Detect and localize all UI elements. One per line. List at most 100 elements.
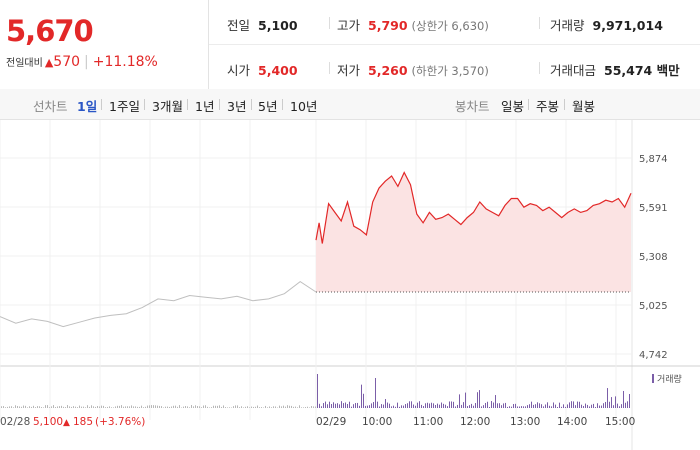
volume-bar xyxy=(457,404,458,408)
volume-bar xyxy=(131,405,132,408)
x-tick-label: 11:00 xyxy=(413,416,443,428)
volume-bar xyxy=(15,405,16,408)
divider xyxy=(564,99,565,110)
volume-bar xyxy=(455,406,456,408)
volume-bar xyxy=(21,406,22,408)
volume-bar xyxy=(175,405,176,408)
volume-bar xyxy=(169,406,170,408)
volume-bar xyxy=(147,405,148,408)
volume-bar xyxy=(325,401,326,408)
volume-bar xyxy=(521,406,522,408)
volume-bar xyxy=(99,406,100,408)
volume-bar xyxy=(79,405,80,408)
volume-bar xyxy=(13,407,14,408)
volume-bar xyxy=(549,405,550,408)
volume-bar xyxy=(111,407,112,408)
volume-bar xyxy=(381,404,382,408)
volume-bar xyxy=(377,401,378,408)
volume-bar xyxy=(617,403,618,408)
volume: 거래량 9,971,014 xyxy=(550,15,663,34)
volume-bar xyxy=(9,406,10,408)
candle-chart-title: 봉차트 xyxy=(455,99,490,114)
period-3m[interactable]: 3개월 xyxy=(152,99,183,114)
up-arrow-icon: ▲ xyxy=(44,56,54,69)
volume-value: 9,971,014 xyxy=(592,18,663,33)
divider xyxy=(187,99,188,110)
volume-bar xyxy=(491,401,492,408)
period-5y[interactable]: 5년 xyxy=(258,99,278,114)
volume-bar xyxy=(357,402,358,408)
volume-bar xyxy=(185,406,186,408)
volume-bar xyxy=(273,406,274,408)
volume-bar xyxy=(533,404,534,408)
volume-bar xyxy=(295,406,296,408)
volume-bar xyxy=(543,406,544,408)
volume-bar xyxy=(451,401,452,408)
volume-bar xyxy=(17,406,18,408)
volume-bar xyxy=(115,406,116,408)
volume-bar xyxy=(489,406,490,408)
volume-bar xyxy=(101,405,102,408)
volume-bar xyxy=(473,405,474,408)
volume-bar xyxy=(191,405,192,408)
prev-close-value: 5,100 xyxy=(258,18,298,33)
volume-bar xyxy=(501,405,502,408)
volume-bar xyxy=(247,406,248,408)
lower-limit: (하한가 3,570) xyxy=(411,64,489,78)
period-1y[interactable]: 1년 xyxy=(195,99,215,114)
period-10y[interactable]: 10년 xyxy=(290,99,318,114)
price-chart[interactable]: 5,874 5,591 5,308 5,025 4,742 02/29 10:00 11:0… xyxy=(0,120,700,450)
volume-bar xyxy=(235,405,236,408)
volume-bar xyxy=(353,404,354,408)
volume-bar xyxy=(327,404,328,408)
volume-bar xyxy=(573,401,574,408)
volume-bar xyxy=(313,406,314,408)
volume-bar xyxy=(183,406,184,408)
volume-bar xyxy=(317,374,318,408)
period-1w[interactable]: 1주일 xyxy=(109,99,140,114)
volume-bar xyxy=(335,403,336,408)
candle-monthly[interactable]: 월봉 xyxy=(572,99,596,114)
period-3y[interactable]: 3년 xyxy=(227,99,247,114)
volume-bar xyxy=(129,406,130,408)
volume-bar xyxy=(513,404,514,408)
volume-bar xyxy=(119,405,120,408)
y-tick-label: 5,308 xyxy=(639,252,668,263)
high-value: 5,790 xyxy=(368,18,408,33)
candle-daily[interactable]: 일봉 xyxy=(501,99,525,114)
volume-bar xyxy=(429,403,430,408)
volume-bar xyxy=(141,405,142,408)
volume-bar xyxy=(309,407,310,408)
period-1d[interactable]: 1일 xyxy=(77,99,98,114)
trade-amount-label: 거래대금 xyxy=(550,63,597,78)
volume-bar xyxy=(159,405,160,408)
volume-bar xyxy=(93,406,94,408)
volume-bar xyxy=(621,404,622,408)
divider xyxy=(101,99,102,110)
volume-bar xyxy=(585,403,586,408)
volume-bar xyxy=(391,406,392,408)
candle-weekly[interactable]: 주봉 xyxy=(536,99,560,114)
volume-bar xyxy=(447,406,448,408)
volume-bar xyxy=(105,407,106,408)
volume-bar xyxy=(135,406,136,408)
volume-bar xyxy=(495,395,496,408)
volume-bar xyxy=(23,405,24,408)
prev-day-label: 02/28 xyxy=(0,416,30,428)
low-price: 저가 5,260 (하한가 3,570) xyxy=(337,60,489,79)
volume-legend: 거래량 xyxy=(657,373,682,385)
volume-bar xyxy=(187,406,188,408)
x-tick-label: 14:00 xyxy=(557,416,587,428)
volume-bar xyxy=(415,405,416,408)
volume-bar xyxy=(127,406,128,408)
volume-bar xyxy=(609,401,610,408)
volume-bar xyxy=(11,406,12,408)
volume-bar xyxy=(41,407,42,408)
volume-bar xyxy=(417,402,418,408)
volume-bar xyxy=(259,407,260,408)
volume-bar xyxy=(83,406,84,408)
volume-bar xyxy=(371,403,372,408)
divider xyxy=(144,99,145,110)
volume-bar xyxy=(299,405,300,408)
volume-bar xyxy=(77,407,78,408)
